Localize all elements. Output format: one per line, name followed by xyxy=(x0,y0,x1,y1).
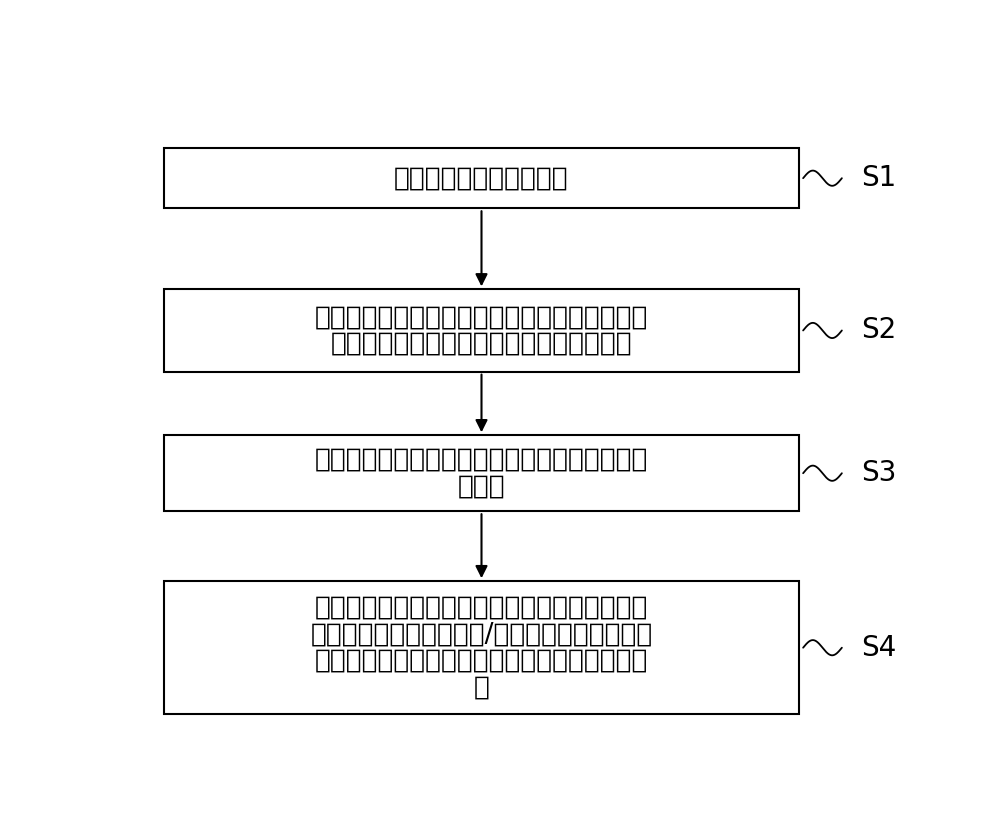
Bar xyxy=(164,148,799,208)
Text: 通过金属粘附结构从低熔点金属图案上粘附低熔: 通过金属粘附结构从低熔点金属图案上粘附低熔 xyxy=(315,447,648,473)
Text: 将封装薄膜覆盖于基材上形成有低熔点金属图案: 将封装薄膜覆盖于基材上形成有低熔点金属图案 xyxy=(315,595,648,620)
Bar xyxy=(164,435,799,511)
Text: 提供一基材和一封装薄膜: 提供一基材和一封装薄膜 xyxy=(394,165,569,191)
Text: 的一面上，向封装薄膜和/或基材上施加压力，完: 的一面上，向封装薄膜和/或基材上施加压力，完 xyxy=(310,621,653,648)
Text: 点金属: 点金属 xyxy=(458,474,505,499)
Bar xyxy=(164,289,799,372)
Bar xyxy=(164,581,799,714)
Text: S2: S2 xyxy=(861,316,896,344)
Text: 使用低熔点金属，在基材上形成低熔点金属图案: 使用低熔点金属，在基材上形成低熔点金属图案 xyxy=(315,304,648,330)
Text: S4: S4 xyxy=(861,634,896,662)
Text: S3: S3 xyxy=(861,459,897,487)
Text: 成对低熔点金属图案的封装，得到低熔点金属器: 成对低熔点金属图案的封装，得到低熔点金属器 xyxy=(315,648,648,674)
Text: 件: 件 xyxy=(474,675,489,700)
Text: ，低熔点金属的熔点低于封装过程中的温度: ，低熔点金属的熔点低于封装过程中的温度 xyxy=(331,330,632,357)
Text: S1: S1 xyxy=(861,164,896,192)
